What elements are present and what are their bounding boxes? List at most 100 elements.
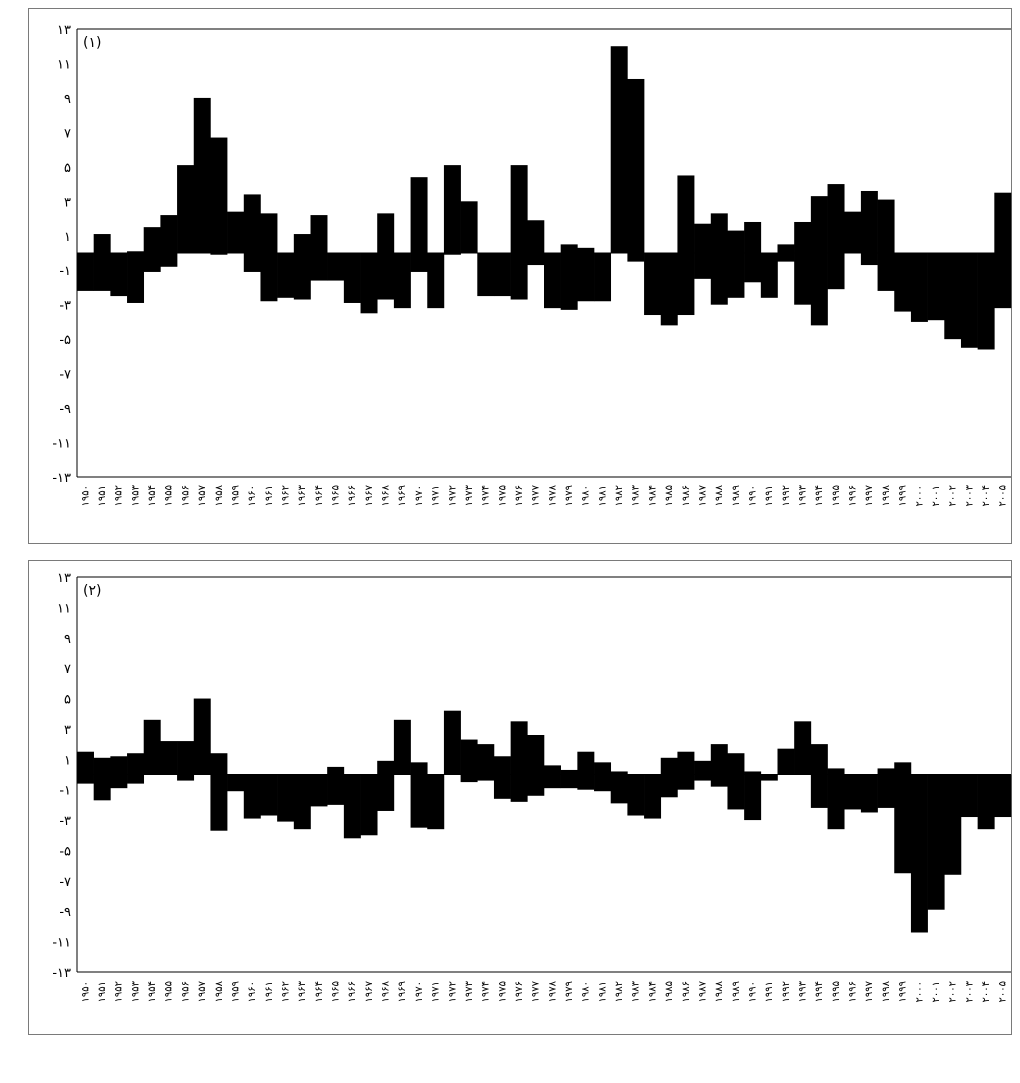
x-tick-label: ۱۹۷۵ bbox=[497, 485, 508, 506]
bar-negative bbox=[894, 253, 912, 312]
bar-negative bbox=[710, 774, 728, 787]
bar-negative bbox=[960, 774, 978, 818]
bar-positive bbox=[160, 215, 178, 253]
bar-positive bbox=[443, 710, 461, 775]
x-tick-label: ۱۹۶۱ bbox=[264, 981, 275, 1002]
x-tick-label: ۱۹۵۵ bbox=[164, 485, 175, 506]
y-tick-label: ۷ bbox=[64, 662, 71, 677]
bar-negative bbox=[243, 774, 261, 819]
bar-negative bbox=[310, 774, 328, 807]
x-tick-label: ۱۹۹۰ bbox=[747, 485, 758, 506]
bar-positive bbox=[227, 211, 245, 253]
bar-negative bbox=[360, 253, 378, 314]
bar-positive bbox=[694, 760, 712, 775]
y-tick-label: ۱۱ bbox=[57, 57, 71, 72]
x-tick-label: ۱۹۵۳ bbox=[130, 484, 141, 506]
x-tick-label: ۱۹۸۰ bbox=[581, 981, 592, 1002]
y-tick-label: ۳ bbox=[64, 195, 71, 210]
bar-positive bbox=[443, 165, 461, 253]
x-tick-label: ۱۹۹۸ bbox=[881, 980, 892, 1002]
y-tick-label: ۱۱ bbox=[57, 601, 71, 616]
x-tick-label: ۱۹۷۱ bbox=[431, 981, 442, 1002]
bar-negative bbox=[327, 774, 345, 805]
bar-negative bbox=[594, 253, 612, 302]
bar-negative bbox=[277, 774, 295, 822]
bar-negative bbox=[510, 774, 528, 802]
x-tick-label: ۱۹۸۸ bbox=[714, 484, 725, 506]
bar-positive bbox=[510, 721, 528, 775]
x-tick-label: ۱۹۶۴ bbox=[314, 485, 325, 506]
y-tick-label: -۳ bbox=[59, 299, 71, 314]
bar-positive bbox=[193, 97, 211, 253]
bar-negative bbox=[210, 253, 228, 255]
bar-negative bbox=[860, 253, 878, 266]
bar-negative bbox=[277, 253, 295, 298]
bar-negative bbox=[493, 253, 511, 297]
x-tick-label: ۱۹۶۵ bbox=[331, 981, 342, 1002]
x-tick-label: ۱۹۶۱ bbox=[264, 485, 275, 506]
y-tick-label: ۷ bbox=[64, 126, 71, 141]
y-tick-label: ۱ bbox=[64, 230, 71, 245]
x-tick-label: ۱۹۵۹ bbox=[230, 981, 241, 1002]
x-tick-label: ۱۹۷۲ bbox=[447, 981, 458, 1002]
bar-negative bbox=[994, 253, 1012, 309]
bar-positive bbox=[544, 765, 561, 775]
y-tick-label: ۱۳ bbox=[57, 571, 71, 586]
y-tick-label: -۹ bbox=[59, 905, 71, 920]
x-tick-label: ۱۹۹۱ bbox=[764, 981, 775, 1002]
bar-negative bbox=[627, 253, 645, 262]
bar-positive bbox=[694, 223, 712, 253]
bar-positive bbox=[377, 213, 395, 253]
x-tick-label: ۱۹۹۹ bbox=[898, 981, 909, 1002]
x-tick-label: ۱۹۷۷ bbox=[531, 980, 542, 1002]
bar-negative bbox=[477, 774, 495, 781]
bar-positive bbox=[827, 768, 845, 775]
bar-negative bbox=[910, 253, 928, 322]
bar-positive bbox=[844, 211, 862, 253]
x-tick-label: ۱۹۷۹ bbox=[564, 981, 575, 1002]
bar-negative bbox=[293, 774, 311, 830]
x-tick-label: ۱۹۵۷ bbox=[197, 980, 208, 1002]
x-tick-label: ۱۹۶۳ bbox=[297, 980, 308, 1002]
bar-negative bbox=[977, 774, 995, 830]
x-tick-label: ۱۹۵۵ bbox=[164, 981, 175, 1002]
x-tick-label: ۱۹۹۵ bbox=[831, 485, 842, 506]
bar-negative bbox=[744, 774, 762, 821]
bar-positive bbox=[527, 220, 545, 253]
bar-negative bbox=[977, 253, 995, 350]
x-tick-label: ۱۹۸۰ bbox=[581, 485, 592, 506]
bar-positive bbox=[410, 762, 428, 775]
x-tick-label: ۱۹۹۷ bbox=[864, 484, 875, 506]
x-tick-label: ۱۹۸۸ bbox=[714, 980, 725, 1002]
bar-positive bbox=[310, 215, 328, 253]
x-tick-label: ۱۹۵۸ bbox=[214, 484, 225, 506]
bar-positive bbox=[93, 757, 111, 775]
bar-negative bbox=[443, 253, 461, 255]
x-tick-label: ۲۰۰۲ bbox=[948, 485, 959, 506]
x-tick-label: ۱۹۵۷ bbox=[197, 484, 208, 506]
x-tick-label: ۱۹۸۹ bbox=[731, 485, 742, 506]
x-tick-label: ۱۹۸۳ bbox=[631, 980, 642, 1002]
bar-negative bbox=[477, 253, 495, 297]
bar-negative bbox=[343, 253, 361, 303]
x-tick-label: ۲۰۰۳ bbox=[964, 980, 975, 1002]
bar-positive bbox=[577, 751, 595, 775]
bar-positive bbox=[160, 741, 178, 775]
x-tick-label: ۱۹۶۷ bbox=[364, 980, 375, 1002]
bar-negative bbox=[510, 253, 528, 300]
bar-negative bbox=[660, 253, 678, 326]
x-tick-label: ۱۹۶۵ bbox=[331, 485, 342, 506]
y-tick-label: -۳ bbox=[59, 814, 71, 829]
x-tick-label: ۱۹۷۹ bbox=[564, 485, 575, 506]
x-tick-label: ۱۹۷۸ bbox=[547, 484, 558, 506]
bar-negative bbox=[894, 774, 912, 874]
x-tick-label: ۱۹۹۴ bbox=[814, 485, 825, 506]
x-tick-label: ۱۹۶۹ bbox=[397, 981, 408, 1002]
chart-panel-2: ۱۳ ۱۱ ۹ ۷ ۵ ۳ ۱ -۱ -۳ -۵ -۷ -۹ -۱۱ -۱۳ (۲) ۱۹۵۰ ۱۹۵۱ ۱۹۵۲… bbox=[28, 560, 1012, 1035]
bar-positive bbox=[877, 199, 895, 253]
bar-negative bbox=[644, 774, 662, 819]
x-tick-label: ۱۹۸۲ bbox=[614, 981, 625, 1002]
x-tick-label: ۱۹۵۴ bbox=[147, 485, 158, 506]
bar-negative bbox=[727, 774, 745, 810]
x-tick-label: ۱۹۹۵ bbox=[831, 981, 842, 1002]
